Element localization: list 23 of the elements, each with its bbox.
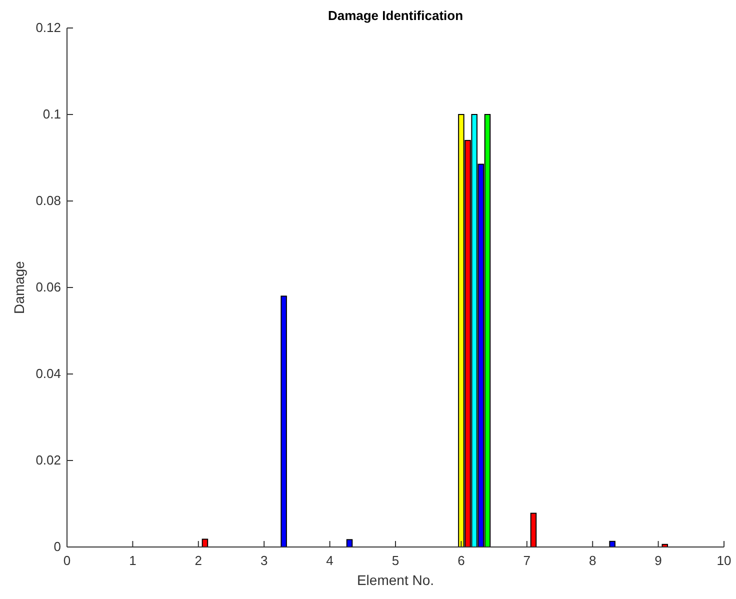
y-tick-label: 0.04 bbox=[36, 366, 61, 381]
bar bbox=[530, 512, 537, 548]
y-tick-label: 0.08 bbox=[36, 193, 61, 208]
y-axis-title: Damage bbox=[11, 260, 27, 314]
y-tick-label: 0.06 bbox=[36, 280, 61, 294]
y-tick-label: 0.1 bbox=[42, 106, 61, 122]
x-tick-label: 3 bbox=[260, 553, 268, 568]
x-tick-label: 10 bbox=[716, 553, 732, 568]
x-axis-title: Element No. bbox=[356, 572, 434, 588]
x-tick-label: 9 bbox=[654, 553, 662, 568]
x-tick-label: 7 bbox=[523, 553, 531, 568]
x-tick-label: 1 bbox=[129, 553, 136, 568]
x-tick-label: 4 bbox=[326, 553, 334, 568]
chart-title: Damage Identification bbox=[328, 8, 464, 23]
y-tick-label: 0 bbox=[54, 539, 61, 554]
y-tick-label: 0.12 bbox=[36, 20, 61, 35]
x-tick-label: 8 bbox=[588, 553, 596, 568]
x-tick-label: 2 bbox=[194, 553, 202, 568]
x-tick-label: 6 bbox=[458, 553, 465, 568]
x-tick-label: 0 bbox=[63, 553, 71, 568]
y-tick-label: 0.02 bbox=[36, 452, 61, 468]
bar bbox=[280, 296, 287, 548]
x-tick-label: 5 bbox=[392, 553, 400, 568]
